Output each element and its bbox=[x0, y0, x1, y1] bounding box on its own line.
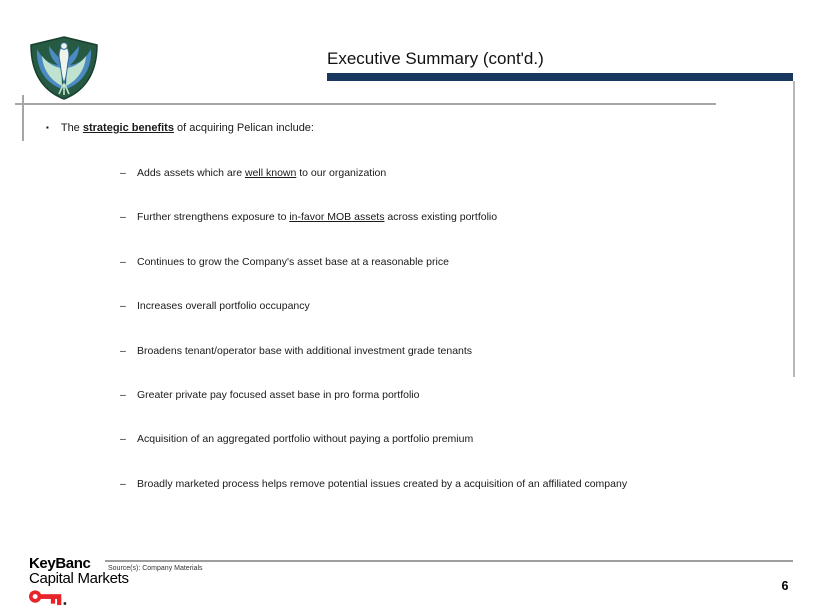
dash-bullet-icon: – bbox=[120, 344, 126, 357]
bullet-text-pre: Increases overall portfolio occupancy bbox=[137, 300, 310, 313]
bullet-text-pre: Broadly marketed process helps remove po… bbox=[137, 477, 628, 490]
brand-line2: Capital Markets bbox=[29, 570, 129, 587]
bullet-text: Acquisition of an aggregated portfolio w… bbox=[137, 433, 473, 446]
list-item: – Continues to grow the Company's asset … bbox=[120, 256, 780, 300]
bullet-text: Greater private pay focused asset base i… bbox=[137, 389, 419, 402]
right-edge-rule bbox=[793, 81, 795, 377]
dash-bullet-icon: – bbox=[120, 477, 126, 490]
bullet-text: Broadly marketed process helps remove po… bbox=[137, 478, 627, 491]
bullet-text-post: to our organization bbox=[296, 167, 387, 179]
lead-text-emphasis: strategic benefits bbox=[82, 122, 174, 134]
bullet-text-underline: in-favor MOB assets bbox=[289, 211, 385, 224]
page-title: Executive Summary (cont'd.) bbox=[327, 49, 544, 68]
bullet-text-pre: Continues to grow the Company's asset ba… bbox=[137, 255, 449, 268]
dash-bullet-icon: – bbox=[120, 300, 126, 313]
dash-bullet-icon: – bbox=[120, 167, 126, 179]
left-tick-rule bbox=[22, 95, 24, 141]
bullet-list: – Adds assets which are well known to ou… bbox=[120, 167, 780, 522]
list-item: – Acquisition of an aggregated portfolio… bbox=[120, 433, 780, 477]
lead-text-pre: The bbox=[60, 122, 83, 134]
bullet-text: Further strengthens exposure to in-favor… bbox=[137, 211, 497, 224]
page-number: 6 bbox=[781, 579, 789, 593]
pelican-crest-logo bbox=[30, 36, 98, 100]
square-bullet-icon: ▪ bbox=[46, 123, 49, 132]
keybanc-key-icon bbox=[29, 590, 67, 606]
list-item: – Greater private pay focused asset base… bbox=[120, 389, 780, 433]
list-item: – Adds assets which are well known to ou… bbox=[120, 167, 780, 211]
keybanc-brand: KeyBanc Capital Markets bbox=[29, 556, 129, 586]
footer-divider-rule bbox=[105, 560, 793, 562]
bullet-text-underline: well known bbox=[244, 167, 297, 179]
bullet-text: Adds assets which are well known to our … bbox=[137, 167, 386, 180]
bullet-text-pre: Broadens tenant/operator base with addit… bbox=[137, 344, 473, 357]
bullet-text-post: across existing portfolio bbox=[384, 211, 498, 224]
bullet-text: Continues to grow the Company's asset ba… bbox=[137, 256, 449, 269]
header-divider-rule bbox=[15, 103, 716, 105]
dash-bullet-icon: – bbox=[120, 388, 126, 401]
title-accent-bar bbox=[327, 73, 793, 81]
bullet-text: Increases overall portfolio occupancy bbox=[137, 300, 310, 313]
list-item: – Increases overall portfolio occupancy bbox=[120, 300, 780, 344]
brand-line1: KeyBanc bbox=[29, 555, 91, 572]
lead-text: The strategic benefits of acquiring Peli… bbox=[61, 121, 314, 135]
bullet-text-pre: Further strengthens exposure to bbox=[137, 211, 290, 224]
bullet-text-pre: Adds assets which are bbox=[137, 167, 245, 179]
bullet-text-pre: Greater private pay focused asset base i… bbox=[137, 388, 420, 401]
dash-bullet-icon: – bbox=[120, 211, 126, 224]
list-item: – Broadly marketed process helps remove … bbox=[120, 478, 780, 522]
dash-bullet-icon: – bbox=[120, 433, 126, 446]
lead-text-post: of acquiring Pelican include: bbox=[173, 122, 314, 134]
bullet-text-pre: Acquisition of an aggregated portfolio w… bbox=[137, 433, 474, 446]
source-note: Source(s): Company Materials bbox=[108, 565, 203, 572]
dash-bullet-icon: – bbox=[120, 255, 126, 268]
list-item: – Broadens tenant/operator base with add… bbox=[120, 345, 780, 389]
bullet-text: Broadens tenant/operator base with addit… bbox=[137, 345, 472, 358]
lead-bullet-row: ▪ The strategic benefits of acquiring Pe… bbox=[46, 121, 314, 135]
list-item: – Further strengthens exposure to in-fav… bbox=[120, 211, 780, 255]
